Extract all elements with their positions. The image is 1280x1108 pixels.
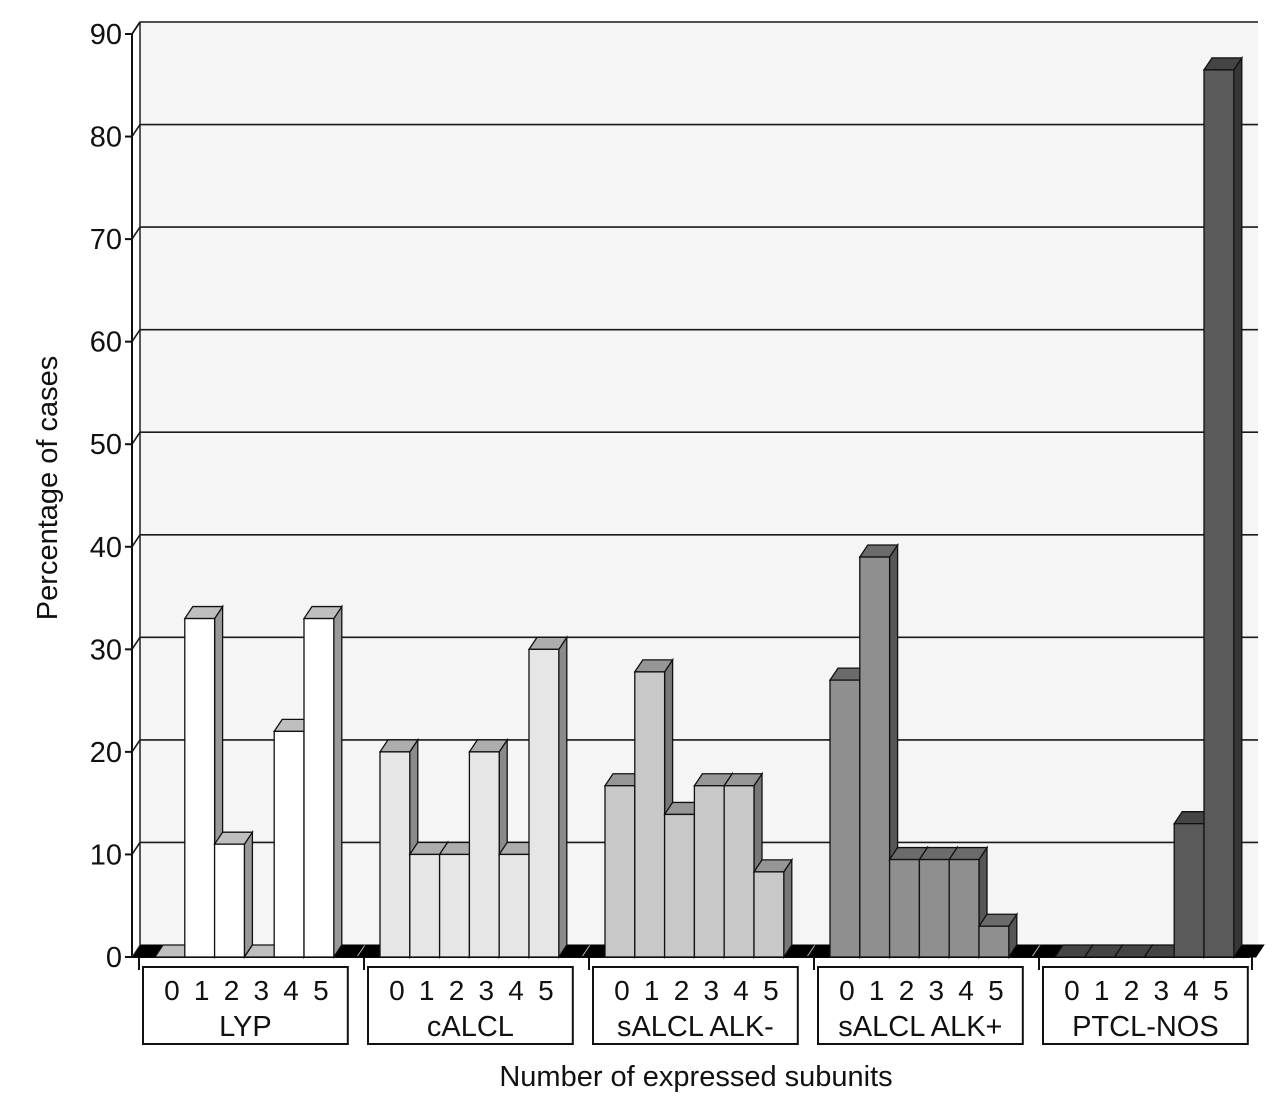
y-tick-label: 10 xyxy=(90,839,122,871)
subunit-tick-label: 4 xyxy=(508,975,524,1006)
bar xyxy=(409,853,441,958)
bar xyxy=(379,751,411,958)
subunit-tick-label: 2 xyxy=(674,975,690,1006)
bar xyxy=(468,751,500,958)
subunit-tick-label: 0 xyxy=(389,975,405,1006)
subunit-tick-label: 5 xyxy=(313,975,329,1006)
bar xyxy=(978,925,1010,958)
bar xyxy=(693,785,725,958)
y-axis-top-edge xyxy=(131,21,141,35)
subunit-tick-label: 0 xyxy=(839,975,855,1006)
group-label: PTCL-NOS xyxy=(1072,1011,1219,1043)
bar-side xyxy=(558,635,568,960)
subunit-tick-label: 1 xyxy=(869,975,885,1006)
subunit-tick-label: 2 xyxy=(224,975,240,1006)
gridline-side xyxy=(131,329,141,343)
y-tick-label: 40 xyxy=(90,532,122,564)
group-label-box xyxy=(1042,966,1249,1045)
bar-side xyxy=(1233,55,1243,960)
group-label: cALCL xyxy=(427,1011,514,1043)
y-axis: 0 10 20 30 40 50 60 70 80 90 xyxy=(90,19,141,974)
subunit-tick-label: 5 xyxy=(538,975,554,1006)
bar xyxy=(498,853,530,958)
bar xyxy=(753,871,785,958)
subunit-tick-label: 4 xyxy=(958,975,974,1006)
subunit-tick-label: 1 xyxy=(419,975,435,1006)
subunit-tick-label: 5 xyxy=(988,975,1004,1006)
bar xyxy=(634,671,666,958)
gridline-side xyxy=(131,226,141,240)
subunit-tick-label: 1 xyxy=(194,975,210,1006)
bar xyxy=(723,785,755,958)
bar xyxy=(303,617,335,958)
group-label-box xyxy=(367,966,574,1045)
subunit-tick-label: 4 xyxy=(1183,975,1199,1006)
subunit-tick-label: 3 xyxy=(254,975,270,1006)
subunit-tick-label: 3 xyxy=(479,975,495,1006)
y-tick-label: 50 xyxy=(90,429,122,461)
gridline-side xyxy=(131,842,141,855)
group-label-box xyxy=(592,966,799,1045)
bar xyxy=(213,843,246,958)
y-tick-label: 80 xyxy=(90,122,122,154)
subunit-tick-label: 0 xyxy=(1064,975,1080,1006)
bar-side xyxy=(243,830,254,960)
subunit-tick-label: 2 xyxy=(1124,975,1140,1006)
bar xyxy=(948,858,980,958)
group-label: sALCL ALK- xyxy=(617,1011,774,1043)
bar xyxy=(184,617,216,958)
bars xyxy=(153,55,1244,960)
bar xyxy=(438,853,471,958)
bar xyxy=(528,648,560,958)
gridline-side xyxy=(131,739,141,753)
subunit-tick-label: 5 xyxy=(763,975,779,1006)
bar xyxy=(1173,823,1205,958)
subunit-tick-label: 4 xyxy=(733,975,749,1006)
subunit-tick-label: 2 xyxy=(449,975,465,1006)
gridline-side xyxy=(131,534,141,548)
y-tick-label: 30 xyxy=(90,634,122,666)
bar xyxy=(273,730,305,958)
bar xyxy=(604,785,636,958)
subunit-tick-label: 3 xyxy=(1154,975,1170,1006)
group-label: sALCL ALK+ xyxy=(838,1011,1002,1043)
subunit-tick-label: 4 xyxy=(283,975,299,1006)
group-label: LYP xyxy=(219,1011,272,1043)
bar-side xyxy=(783,857,793,960)
bar xyxy=(888,858,921,958)
gridline-side xyxy=(131,431,141,445)
y-tick-label: 90 xyxy=(90,19,122,51)
bar xyxy=(829,679,861,958)
subunit-tick-label: 2 xyxy=(899,975,915,1006)
y-tick-label: 70 xyxy=(90,224,122,256)
subunit-tick-label: 3 xyxy=(929,975,945,1006)
subunit-tick-label: 5 xyxy=(1213,975,1229,1006)
gridline-side xyxy=(131,124,141,137)
group-label-box xyxy=(142,966,349,1045)
gridline-side xyxy=(131,636,141,650)
y-tick-label: 60 xyxy=(90,327,122,359)
bar xyxy=(1203,69,1235,958)
x-axis-label: Number of expressed subunits xyxy=(499,1061,892,1093)
bar xyxy=(859,556,891,958)
y-axis-label: Percentage of cases xyxy=(32,356,64,620)
bar-side xyxy=(333,604,343,960)
subunit-tick-label: 0 xyxy=(164,975,180,1006)
bar xyxy=(663,813,696,958)
y-tick-label: 20 xyxy=(90,737,122,769)
group-label-box xyxy=(817,966,1024,1045)
y-tick-label: 0 xyxy=(106,942,122,974)
bar xyxy=(918,858,950,958)
subunit-tick-label: 0 xyxy=(614,975,630,1006)
subunit-tick-label: 1 xyxy=(644,975,660,1006)
subunit-tick-label: 3 xyxy=(704,975,720,1006)
subunit-tick-label: 1 xyxy=(1094,975,1110,1006)
